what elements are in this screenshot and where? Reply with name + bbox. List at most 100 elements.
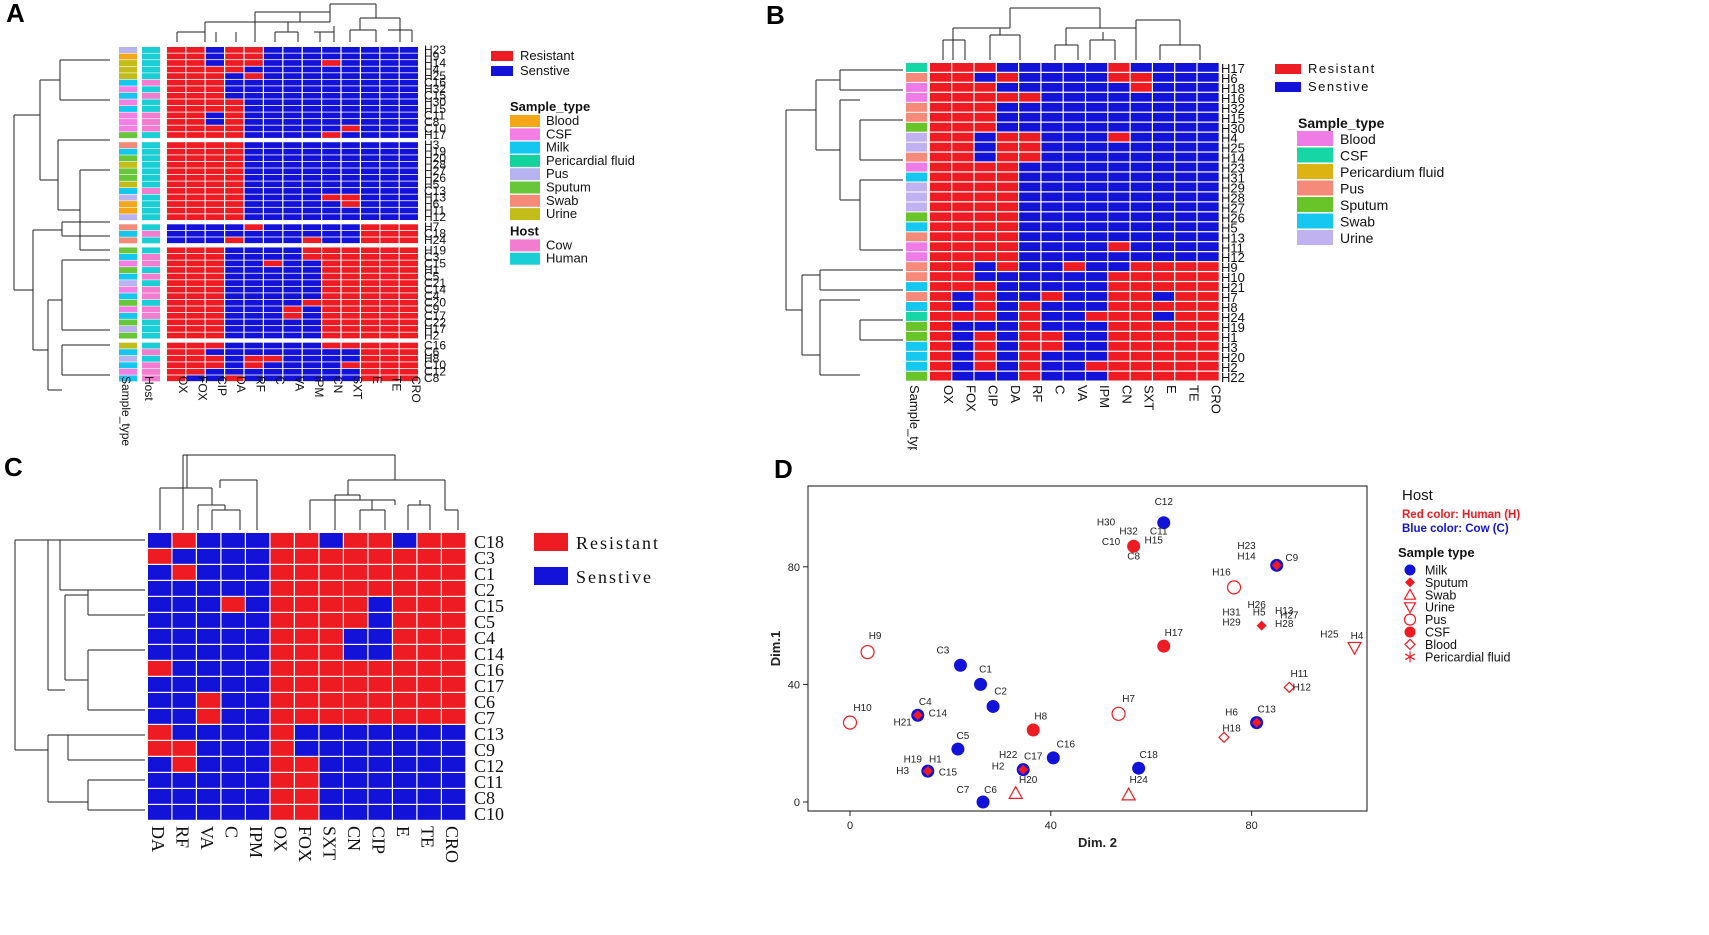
heatmap-cell (302, 181, 321, 188)
point-label: H6 (1225, 707, 1238, 718)
heatmap-cell (244, 224, 263, 231)
data-point (860, 644, 875, 660)
heatmap-cell (302, 47, 321, 53)
host-cell (142, 66, 160, 73)
heatmap-cell (952, 242, 974, 252)
data-point (1018, 764, 1029, 775)
heatmap-cell (322, 47, 341, 53)
heatmap-cell (1197, 351, 1219, 361)
heatmap-cell (399, 286, 418, 293)
heatmap-cell (244, 194, 263, 201)
heatmap-cell (167, 332, 186, 339)
heatmap-cell (302, 125, 321, 132)
heatmap-cell (225, 342, 244, 349)
heatmap-cell (319, 613, 343, 628)
heatmap-a: H23H9H14H4H25C16H32C15H30H15C11C8C10H17H… (13, 3, 635, 446)
heatmap-cell (319, 581, 343, 596)
y-tick-label: 40 (788, 679, 800, 691)
sample-type-cell (119, 280, 137, 287)
heatmap-cell (361, 273, 380, 280)
heatmap-cell (322, 207, 341, 214)
row-label: C5 (424, 269, 440, 283)
heatmap-cell (319, 565, 343, 580)
heatmap-cell (1108, 102, 1130, 112)
sample-type-cell (906, 351, 927, 361)
heatmap-cell (172, 677, 196, 692)
annotation-column-label: Sample_type (119, 376, 133, 446)
heatmap-cell (380, 155, 399, 162)
heatmap-cell (417, 597, 441, 612)
heatmap-cell (322, 168, 341, 175)
heatmap-cell (225, 299, 244, 306)
point-label: H4 (1351, 631, 1364, 642)
heatmap-cell (1041, 72, 1063, 82)
heatmap-cell (270, 533, 294, 548)
heatmap-cell (1175, 132, 1197, 142)
heatmap-cell (1019, 302, 1041, 311)
heatmap-cell (361, 53, 380, 60)
heatmap-cell (1063, 242, 1085, 252)
heatmap-cell (148, 805, 172, 820)
heatmap-cell (283, 224, 302, 231)
heatmap-cell (974, 282, 996, 291)
heatmap-cell (344, 741, 368, 756)
heatmap-cell (264, 112, 283, 119)
legend-host-human: Red color: Human (H) (1402, 509, 1520, 521)
heatmap-cell (930, 232, 952, 242)
heatmap-cell (244, 188, 263, 194)
heatmap-cell (1019, 292, 1041, 301)
heatmap-cell (322, 254, 341, 260)
legend-resistant-swatch (1275, 64, 1301, 74)
heatmap-cell (1197, 302, 1219, 311)
heatmap-cell (368, 757, 392, 772)
heatmap-cell (341, 326, 360, 332)
row-label: C8 (424, 115, 440, 129)
heatmap-cell (205, 247, 224, 254)
heatmap-cell (264, 168, 283, 175)
heatmap-cell (1108, 361, 1130, 371)
heatmap-cell (1019, 92, 1041, 102)
heatmap-cell (244, 267, 263, 273)
heatmap-cell (225, 112, 244, 119)
heatmap-cell (368, 709, 392, 724)
heatmap-cell (186, 112, 205, 119)
host-cell (142, 174, 160, 181)
row-label: H15 (424, 102, 446, 116)
heatmap-cell (996, 232, 1018, 242)
heatmap-cell (244, 260, 263, 267)
heatmap-cell (361, 168, 380, 175)
heatmap-cell (1108, 72, 1130, 82)
heatmap-cell (393, 677, 417, 692)
heatmap-cell (1019, 82, 1041, 92)
heatmap-cell (1019, 331, 1041, 341)
heatmap-cell (319, 645, 343, 660)
heatmap-cell (205, 99, 224, 106)
heatmap-cell (186, 194, 205, 201)
heatmap-cell (1063, 341, 1085, 351)
heatmap-cell (341, 73, 360, 79)
heatmap-cell (1130, 262, 1152, 271)
heatmap-cell (322, 73, 341, 79)
host-cell (142, 306, 160, 313)
heatmap-cell (974, 202, 996, 212)
heatmap-cell (264, 73, 283, 79)
heatmap-cell (221, 805, 245, 820)
heatmap-cell (361, 247, 380, 254)
legend-marker (1404, 626, 1416, 638)
heatmap-cell (225, 280, 244, 286)
heatmap-cell (264, 47, 283, 53)
heatmap-cell (930, 222, 952, 232)
heatmap-cell (205, 237, 224, 244)
sample-type-cell (906, 371, 927, 381)
heatmap-cell (974, 72, 996, 82)
point-label: H20 (1019, 775, 1038, 786)
row-label: C16 (474, 660, 504, 680)
heatmap-cell (295, 613, 319, 628)
heatmap-cell (264, 132, 283, 138)
heatmap-cell (399, 60, 418, 66)
legend-item-label: Sputum (546, 180, 591, 195)
heatmap-cell (1086, 292, 1108, 301)
legend-item-label: Swab (546, 193, 579, 208)
legend-resistant-label: Resistant (520, 48, 575, 63)
heatmap-cell (930, 122, 952, 132)
